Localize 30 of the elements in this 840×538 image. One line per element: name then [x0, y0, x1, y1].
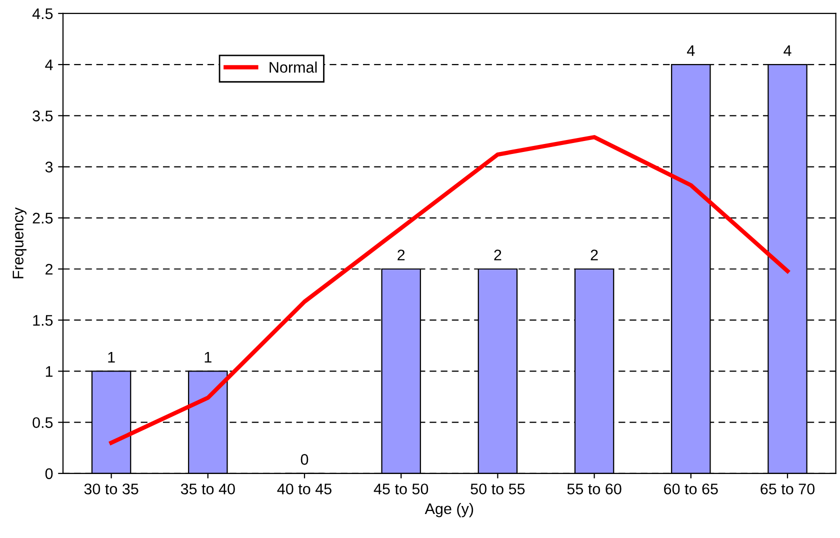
data-label: 2	[398, 250, 405, 260]
y-tick-label: 0.5	[32, 417, 53, 428]
x-tick-label: 55 to 60	[567, 484, 622, 494]
x-tick-label: 35 to 40	[180, 484, 235, 494]
data-label: 2	[494, 250, 502, 260]
y-tick-label: 1	[46, 366, 53, 377]
y-tick-label: 3.5	[32, 110, 53, 122]
x-tick-label: 60 to 65	[664, 484, 718, 494]
y-tick-label: 2	[46, 264, 53, 275]
y-tick-label: 0	[45, 468, 53, 480]
x-tick-label: 50 to 55	[470, 484, 525, 494]
x-tick-label: 40 to 45	[277, 484, 332, 494]
data-label: 4	[687, 45, 695, 56]
legend-label: Normal	[270, 62, 317, 73]
x-tick-label: 30 to 35	[84, 484, 138, 494]
data-label: 4	[784, 45, 792, 56]
x-tick-label: 45 to 50	[374, 484, 428, 494]
y-tick-label: 3	[45, 162, 53, 172]
y-tick-label: 1.5	[33, 315, 53, 326]
y-tick-label: 2.5	[32, 212, 53, 224]
line-series	[109, 135, 790, 445]
y-tick-label: 4	[45, 60, 53, 70]
y-axis-title: Frequency	[12, 207, 26, 278]
data-label: 1	[108, 352, 115, 362]
data-label: 1	[204, 352, 212, 362]
data-label: 2	[590, 250, 598, 260]
x-axis-title: Age (y)	[424, 502, 474, 518]
y-tick-label: 4.5	[32, 8, 53, 20]
x-tick-label: 65 to 70	[760, 484, 815, 494]
data-label: 0	[300, 454, 308, 465]
